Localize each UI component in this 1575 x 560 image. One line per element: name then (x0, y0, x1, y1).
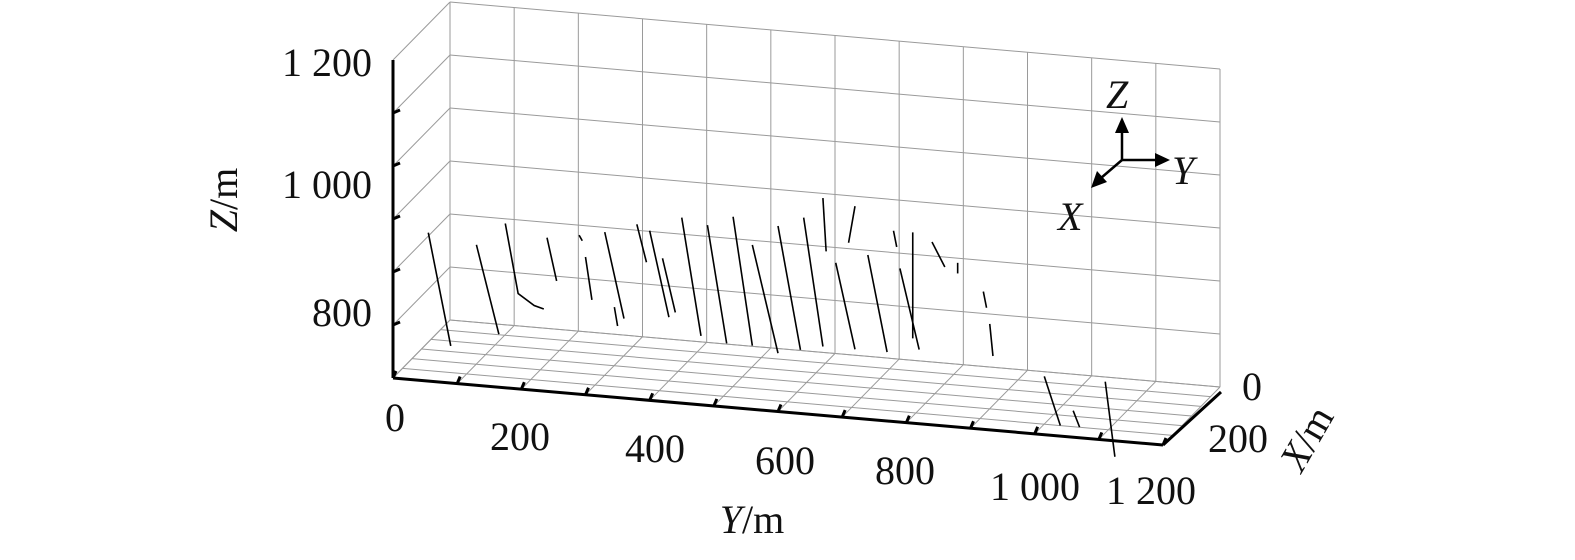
fracture-trace (867, 254, 888, 353)
fracture-trace (584, 256, 593, 301)
floor-gridline (411, 358, 1183, 427)
orientation-z-arrowhead (1115, 117, 1129, 133)
floor-gridline (449, 319, 1221, 388)
axis-ticks (391, 108, 1168, 446)
y-axis-tick (904, 415, 911, 424)
z-tick-label: 1 000 (282, 162, 372, 207)
y-tick-label: 600 (755, 438, 815, 483)
fracture-trace (546, 237, 558, 282)
fracture-trace (1104, 381, 1116, 457)
y-axis-tick (776, 403, 783, 413)
z-axis-tick (392, 267, 401, 274)
fracture-trace (661, 258, 677, 313)
back-wall-gridline (449, 54, 1221, 123)
x-axis-title: X/m (1269, 398, 1342, 480)
orientation-indicator: Z Y X (1056, 72, 1198, 239)
fracture-trace (751, 244, 779, 354)
y-tick-label: 800 (875, 448, 935, 493)
fracture-trace (636, 224, 648, 263)
back-wall-gridline (449, 1, 1221, 70)
left-wall-gridline (392, 213, 451, 273)
orientation-y-arrowhead (1155, 153, 1170, 167)
left-wall-gridline (392, 107, 451, 167)
fracture-trace (603, 231, 625, 319)
left-wall-gridline (392, 266, 451, 326)
fracture-trace (988, 323, 994, 357)
fracture-trace (1043, 376, 1062, 426)
y-axis-tick (584, 387, 590, 396)
y-axis-tick (1161, 437, 1168, 446)
floor-gridline (440, 329, 1211, 398)
x-axis-line (1161, 390, 1223, 447)
back-wall-gridline (449, 266, 1221, 335)
fracture-trace (613, 307, 619, 327)
y-tick-label: 1 000 (990, 464, 1080, 509)
back-wall-gridline (449, 160, 1221, 229)
left-wall-gridline (392, 54, 451, 114)
x-tick-labels: 0 200 1 200 (1106, 364, 1268, 513)
fracture-trace (931, 241, 946, 268)
y-axis-tick (455, 375, 462, 385)
back-wall-grid (449, 1, 1221, 388)
fracture-trace (680, 217, 702, 337)
y-axis-tick (1097, 431, 1104, 441)
fracture-trace (982, 291, 988, 308)
y-tick-labels: 0 200 400 600 800 1 000 (385, 395, 1080, 509)
orientation-x-label: X (1056, 194, 1084, 239)
back-wall-gridline (449, 213, 1221, 282)
y-tick-label: 400 (625, 426, 685, 471)
z-axis-tick (392, 320, 401, 327)
fracture-trace (847, 206, 856, 243)
y-axis-tick (1033, 426, 1040, 435)
z-tick-labels: 1 200 1 000 800 (282, 40, 372, 335)
fracture-trace (802, 217, 824, 347)
floor-gridline (421, 348, 1192, 417)
z-tick-label: 1 200 (282, 40, 372, 85)
x-tick-label: 0 (1242, 364, 1262, 409)
y-tick-label: 0 (385, 395, 405, 440)
orientation-x-arrow (1100, 159, 1123, 179)
z-axis-tick (392, 161, 401, 168)
orientation-y-label: Y (1172, 148, 1198, 193)
floor-gridline (402, 367, 1173, 436)
z-tick-label: 800 (312, 290, 372, 335)
fracture-trace (777, 225, 802, 350)
x-tick-label: 200 (1208, 416, 1268, 461)
orientation-z-label: Z (1106, 72, 1129, 117)
fracture-trace (732, 216, 754, 346)
fracture-trace (834, 262, 856, 350)
y-axis-tick (840, 409, 847, 418)
z-axis-tick (392, 108, 401, 115)
left-wall-gridline (392, 160, 451, 220)
orientation-x-arrowhead (1091, 171, 1107, 188)
y-axis-title: Y/m (720, 497, 784, 542)
y-axis-tick (712, 398, 719, 407)
y-tick-label: 200 (490, 414, 550, 459)
y-axis-tick (391, 370, 398, 379)
floor-gridline (430, 338, 1202, 407)
fracture-trace (706, 225, 728, 344)
z-axis-title: Z/m (201, 168, 246, 232)
y-axis-tick (648, 392, 655, 401)
fracture-traces (427, 198, 1116, 457)
fracture-trace (578, 234, 583, 242)
y-axis-tick (969, 420, 975, 429)
fracture-trace (427, 232, 452, 347)
fracture-trace (648, 230, 670, 318)
fracture-trace (899, 268, 920, 350)
z-axis-tick (392, 214, 401, 221)
x-tick-label: 1 200 (1106, 468, 1196, 513)
left-wall-gridline (392, 1, 451, 61)
back-wall-gridline (449, 107, 1221, 176)
fracture-trace (504, 223, 545, 310)
fracture-trace (892, 230, 898, 248)
y-axis-tick (519, 381, 526, 390)
fracture-trace (475, 244, 500, 335)
fracture-trace (1072, 410, 1081, 428)
left-wall-grid (392, 1, 451, 379)
fracture-trace (822, 198, 827, 252)
